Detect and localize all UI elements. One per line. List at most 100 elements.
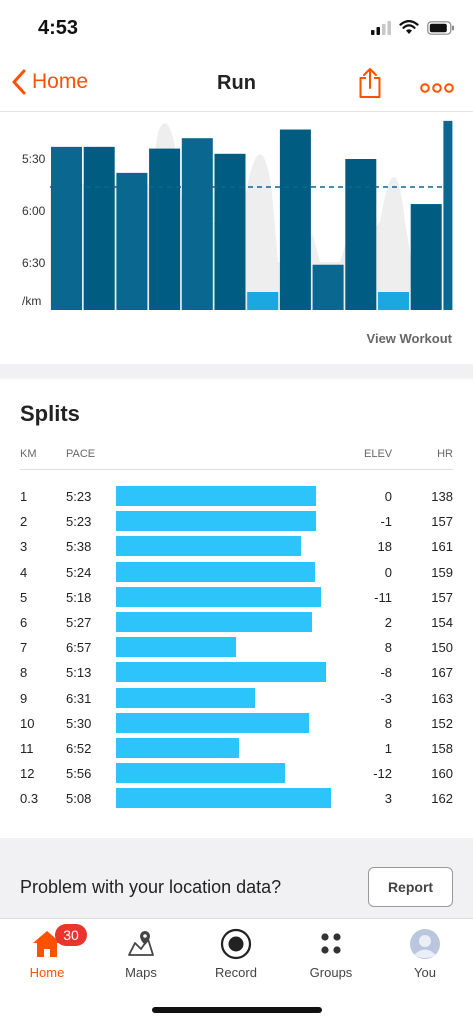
more-options-button[interactable] (420, 80, 454, 98)
status-time: 4:53 (38, 17, 79, 39)
split-elev: 0 (384, 489, 392, 504)
splits-divider (20, 469, 453, 470)
split-pace: 5:23 (66, 489, 92, 504)
split-hr: 161 (431, 539, 453, 555)
split-pace-bar (116, 788, 331, 809)
tab-bar: 30 Home Maps Record (0, 918, 473, 1024)
split-elev: -8 (380, 665, 392, 681)
more-dots-icon (420, 83, 454, 93)
cellular-signal-icon (371, 20, 391, 35)
split-pace: 6:31 (66, 690, 92, 706)
tab-maps[interactable]: Maps (94, 919, 188, 991)
y-tick-label: 6:30 (22, 256, 46, 270)
report-button[interactable]: Report (368, 867, 453, 907)
split-elev: -11 (374, 589, 392, 605)
tab-groups[interactable]: Groups (284, 919, 378, 991)
split-hr: 157 (431, 514, 453, 530)
split-hr: 150 (431, 640, 453, 656)
split-km: 3 (20, 539, 28, 555)
share-button[interactable] (358, 67, 382, 104)
pace-bar (378, 292, 409, 310)
split-row: 6 5:27 2 154 (0, 610, 473, 635)
pace-bar (410, 204, 442, 310)
split-km: 7 (20, 640, 28, 656)
split-pace: 5:27 (66, 615, 92, 630)
pace-chart-card: 5:30 6:00 6:30/km View Workout (0, 112, 473, 364)
split-row: 4 5:24 0 159 (0, 560, 473, 585)
splits-title: Splits (20, 401, 80, 426)
wifi-icon (399, 20, 419, 34)
split-km: 5 (20, 589, 28, 605)
back-button[interactable]: Home (12, 69, 88, 95)
split-pace-bar (116, 687, 255, 708)
split-elev: -3 (380, 690, 392, 706)
tab-you[interactable]: You (378, 919, 472, 991)
header-pace: PACE (66, 448, 96, 460)
tab-label-maps: Maps (125, 965, 157, 980)
split-row: 8 5:13 -8 167 (0, 660, 473, 685)
pace-bar (279, 129, 311, 310)
notification-badge: 30 (55, 924, 87, 946)
split-hr: 158 (431, 741, 453, 756)
tab-home[interactable]: 30 Home (0, 919, 94, 991)
split-pace: 5:23 (66, 514, 92, 530)
split-hr: 159 (431, 564, 453, 580)
split-pace-bar (116, 637, 236, 658)
tab-record[interactable]: Record (189, 919, 283, 991)
split-km: 9 (20, 690, 28, 706)
split-elev: 1 (384, 741, 392, 756)
pace-bar (149, 148, 181, 310)
split-pace-bar (116, 612, 312, 632)
split-row: 9 6:31 -3 163 (0, 686, 473, 711)
split-pace-bar (116, 561, 315, 582)
tab-label-you: You (414, 965, 436, 980)
chevron-left-icon (12, 69, 26, 95)
header-km: KM (20, 448, 37, 460)
pace-bar (312, 264, 344, 310)
split-pace: 5:13 (66, 665, 92, 681)
split-row: 1 5:23 0 138 (0, 484, 473, 509)
tab-label-record: Record (215, 965, 257, 980)
y-tick-label: 6:00 (22, 204, 46, 218)
split-hr: 138 (431, 489, 453, 504)
split-elev: 8 (384, 640, 392, 656)
status-icons (371, 20, 455, 35)
split-row: 5 5:18 -11 157 (0, 585, 473, 610)
split-pace: 6:52 (66, 741, 92, 756)
split-hr: 167 (431, 665, 453, 681)
avatar-icon (378, 927, 472, 961)
tab-label-groups: Groups (309, 965, 353, 980)
nav-bar: Home Run (0, 56, 473, 112)
pace-bar (51, 146, 82, 310)
splits-header: KM PACE ELEV HR (0, 448, 473, 470)
split-hr: 162 (431, 791, 453, 807)
split-km: 8 (20, 665, 28, 681)
tab-label-home: Home (29, 965, 65, 980)
split-elev: 18 (377, 539, 392, 555)
split-km: 1 (20, 489, 28, 504)
split-pace-bar (116, 738, 239, 758)
split-pace: 5:24 (66, 564, 92, 580)
split-pace-bar (116, 511, 316, 532)
share-icon (359, 68, 381, 98)
split-elev: 0 (384, 564, 392, 580)
split-elev: 8 (384, 715, 392, 731)
report-section: Problem with your location data? Report (0, 852, 473, 918)
pace-chart: 5:30 6:00 6:30/km (22, 120, 453, 310)
split-row: 7 6:57 8 150 (0, 635, 473, 660)
status-bar: 4:53 (0, 0, 473, 56)
record-icon (189, 927, 283, 961)
y-tick-label: 5:30 (22, 152, 46, 166)
home-icon (0, 927, 94, 961)
split-pace-bar (116, 712, 309, 733)
split-km: 2 (20, 514, 28, 530)
view-workout-link[interactable]: View Workout (366, 331, 452, 346)
pace-bar (247, 292, 279, 310)
split-elev: -1 (380, 514, 392, 530)
split-row: 3 5:38 18 161 (0, 534, 473, 559)
split-row: 0.3 5:08 3 162 (0, 786, 473, 811)
split-pace-bar (116, 486, 316, 506)
pace-bar (214, 153, 246, 310)
map-pin-icon (94, 927, 188, 961)
pace-bar (116, 172, 148, 310)
